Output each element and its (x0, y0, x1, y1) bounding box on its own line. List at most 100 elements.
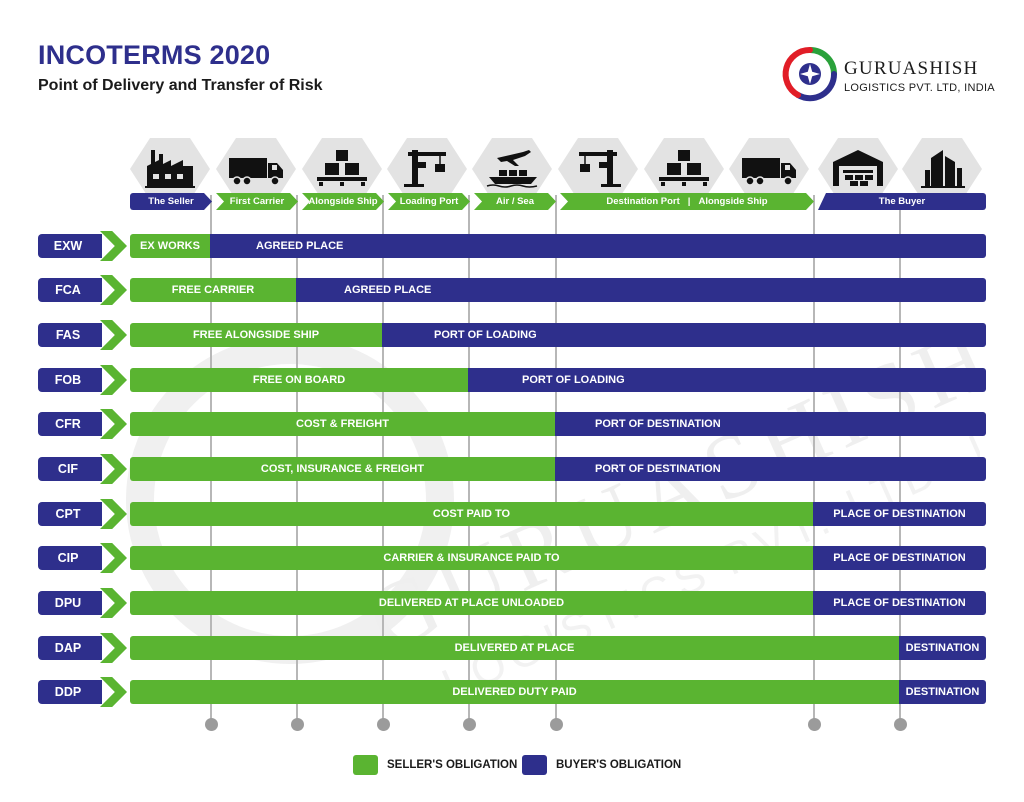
seller-obligation-bar: FREE ALONGSIDE SHIP (130, 323, 382, 347)
buyer-obligation-bar: PORT OF LOADING (468, 368, 986, 392)
term-code: DDP (38, 680, 102, 704)
seller-obligation-bar: EX WORKS (130, 234, 210, 258)
legend-label-seller: SELLER'S OBLIGATION (387, 759, 518, 771)
buyer-obligation-bar: PORT OF DESTINATION (555, 412, 986, 436)
chevron-right-icon (100, 320, 127, 350)
transfer-dot (205, 718, 218, 731)
chevron-right-icon (100, 543, 127, 573)
transfer-dot (291, 718, 304, 731)
buyer-obligation-bar: PLACE OF DESTINATION (813, 546, 986, 570)
chevron-right-icon (100, 633, 127, 663)
incoterm-row-dap: DAP DELIVERED AT PLACE DESTINATION (0, 633, 1024, 663)
stage-label-text: First Carrier (229, 196, 285, 207)
stage-label-destination: Destination Port | Alongside Ship (560, 193, 814, 210)
seller-obligation-bar: DELIVERED AT PLACE UNLOADED (130, 591, 813, 615)
transfer-dot (463, 718, 476, 731)
chevron-right-icon (100, 588, 127, 618)
stage-label-loading-port: Loading Port (388, 193, 470, 210)
seller-obligation-bar: DELIVERED AT PLACE (130, 636, 899, 660)
term-code: CIP (38, 546, 102, 570)
chevron-right-icon (100, 677, 127, 707)
incoterm-row-cfr: CFR COST & FREIGHT PORT OF DESTINATION (0, 409, 1024, 439)
crane-icon (579, 150, 621, 187)
stage-label-text: The Seller (148, 196, 194, 207)
incoterm-row-cip: CIP CARRIER & INSURANCE PAID TO PLACE OF… (0, 543, 1024, 573)
stage-divider: | (687, 196, 691, 207)
buyer-obligation-bar: AGREED PLACE (210, 234, 986, 258)
buyer-obligation-bar: DESTINATION (899, 636, 986, 660)
chevron-right-icon (100, 365, 127, 395)
buyer-obligation-bar: PORT OF LOADING (382, 323, 986, 347)
buyer-obligation-bar: PLACE OF DESTINATION (813, 502, 986, 526)
legend-buyer: BUYER'S OBLIGATION (522, 754, 681, 776)
legend-seller: SELLER'S OBLIGATION (353, 754, 517, 776)
term-code: CFR (38, 412, 102, 436)
term-code: FCA (38, 278, 102, 302)
legend-label-buyer: BUYER'S OBLIGATION (556, 759, 682, 771)
seller-obligation-bar: FREE ON BOARD (130, 368, 468, 392)
stage-label-alongside-ship: Alongside Ship (302, 193, 384, 210)
stage-label-text: Alongside Ship (308, 196, 378, 207)
buyer-obligation-text: PORT OF DESTINATION (595, 463, 721, 475)
buyer-obligation-text: PORT OF LOADING (522, 374, 625, 386)
transfer-dot (377, 718, 390, 731)
buyer-obligation-bar: PORT OF DESTINATION (555, 457, 986, 481)
factory-icon (145, 150, 195, 188)
truck-icon (229, 158, 283, 186)
legend-swatch-seller (353, 755, 378, 775)
truck-icon (742, 158, 796, 186)
term-code: DAP (38, 636, 102, 660)
buildings-icon (921, 150, 965, 188)
page-title: INCOTERMS 2020 (38, 40, 271, 70)
brand-logo: GURUASHISH LOGISTICS PVT. LTD, INDIA (780, 44, 1010, 104)
stage-label-first-carrier: First Carrier (216, 193, 298, 210)
stage-hex (302, 138, 382, 200)
term-code: DPU (38, 591, 102, 615)
crane-icon (404, 150, 446, 187)
buyer-obligation-bar: PLACE OF DESTINATION (813, 591, 986, 615)
buyer-obligation-bar: DESTINATION (899, 680, 986, 704)
term-code: CIF (38, 457, 102, 481)
transfer-dot (808, 718, 821, 731)
incoterm-row-fca: FCA FREE CARRIER AGREED PLACE (0, 275, 1024, 305)
stage-label-text: Loading Port (399, 196, 459, 207)
buyer-obligation-text: PORT OF DESTINATION (595, 418, 721, 430)
brand-name: GURUASHISH (844, 58, 979, 79)
transfer-dot (894, 718, 907, 731)
term-code: FAS (38, 323, 102, 347)
incoterm-row-fas: FAS FREE ALONGSIDE SHIP PORT OF LOADING (0, 320, 1024, 350)
incoterm-row-fob: FOB FREE ON BOARD PORT OF LOADING (0, 365, 1024, 395)
incoterm-row-dpu: DPU DELIVERED AT PLACE UNLOADED PLACE OF… (0, 588, 1024, 618)
seller-obligation-bar: DELIVERED DUTY PAID (130, 680, 899, 704)
incoterm-row-ddp: DDP DELIVERED DUTY PAID DESTINATION (0, 677, 1024, 707)
stage-label-air-sea: Air / Sea (474, 193, 556, 210)
stage-label-text: The Buyer (878, 196, 926, 207)
stage-label-buyer: The Buyer (818, 193, 986, 210)
incoterm-row-cif: CIF COST, INSURANCE & FREIGHT PORT OF DE… (0, 454, 1024, 484)
chevron-right-icon (100, 499, 127, 529)
logo-swirl-icon (782, 46, 838, 102)
watermark-name: GURUASHISH (353, 304, 980, 671)
stage-label-seller: The Seller (130, 193, 212, 210)
seller-obligation-bar: CARRIER & INSURANCE PAID TO (130, 546, 813, 570)
boxes-icon (659, 150, 709, 186)
plane-ship-icon (486, 150, 538, 188)
warehouse-icon (833, 150, 883, 186)
buyer-obligation-text: AGREED PLACE (344, 284, 432, 296)
seller-obligation-bar: COST & FREIGHT (130, 412, 555, 436)
incoterm-row-cpt: CPT COST PAID TO PLACE OF DESTINATION (0, 499, 1024, 529)
buyer-obligation-text: PORT OF LOADING (434, 329, 537, 341)
stage-label-text: Destination Port (606, 196, 680, 207)
seller-obligation-bar: COST PAID TO (130, 502, 813, 526)
page-subtitle: Point of Delivery and Transfer of Risk (38, 77, 323, 94)
stage-label-text: Alongside Ship (698, 196, 768, 207)
chevron-right-icon (100, 454, 127, 484)
brand-tagline: LOGISTICS PVT. LTD, INDIA (844, 82, 995, 94)
seller-obligation-bar: FREE CARRIER (130, 278, 296, 302)
stage-hex (387, 138, 467, 200)
term-code: EXW (38, 234, 102, 258)
buyer-obligation-bar: AGREED PLACE (296, 278, 986, 302)
legend-swatch-buyer (522, 755, 547, 775)
stage-label-text: Air / Sea (495, 196, 535, 207)
term-code: FOB (38, 368, 102, 392)
